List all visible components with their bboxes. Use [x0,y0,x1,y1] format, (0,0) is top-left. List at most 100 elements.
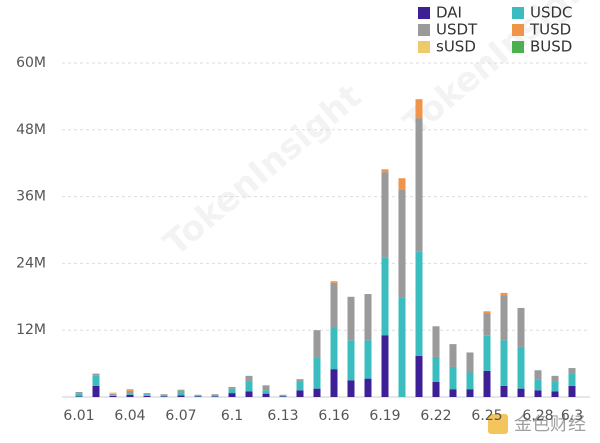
bar-segment [296,390,304,397]
legend-swatch [512,24,524,36]
bar-segment [330,327,338,370]
y-tick-label: 60M [16,55,46,71]
bar-segment [228,386,236,389]
bar-segment [534,379,542,391]
bar-segment [381,172,389,258]
bar-segment [296,379,304,382]
bar-segment [381,257,389,336]
legend-label: USDT [436,21,478,39]
bar-segment [568,385,576,397]
bar-segment [551,381,559,392]
bar-segment [160,394,168,396]
bar-segment [245,381,253,392]
bar-segment [313,330,321,359]
bar-segment [160,396,168,397]
bar-segment [364,378,372,397]
bar-segment [109,395,117,396]
bar-segment [177,395,185,397]
bar-segment [483,311,491,314]
bar-segment [500,340,508,386]
bar-segment [228,388,236,394]
bar-segment [330,369,338,397]
bar-segment [551,375,559,382]
bar-segment [75,396,83,397]
bar-segment [126,389,134,391]
bar-segment [534,370,542,380]
bar-segment [160,395,168,397]
bar-segment [92,385,100,397]
bar-segment [483,335,491,371]
x-tick-label: 6.3 [561,408,583,424]
bar-segment [568,373,576,386]
bar-segment [143,394,151,396]
bar-segment [313,358,321,389]
legend: DAI USDC USDT TUSD sUSD BUSD [418,4,573,56]
legend-swatch [418,7,430,19]
bar-segment [364,294,372,341]
bar-segment [92,373,100,376]
bar-segment [432,326,440,357]
x-tick-label: 6.16 [318,408,349,424]
bar-segment [211,394,219,396]
legend-label: sUSD [436,38,476,56]
bar-segment [551,391,559,397]
source-text: 金色财经 [514,414,586,435]
bar-segment [279,395,287,397]
bar-segment [177,389,185,391]
y-tick-label: 36M [16,189,46,205]
bar-segment [245,375,253,382]
legend-label: TUSD [529,21,571,39]
bar-segment [347,296,355,341]
bar-segment [75,393,83,397]
bar-segment [415,118,423,252]
bar-segment [398,189,406,298]
x-tick-label: 6.19 [369,408,400,424]
x-tick-label: 6.1 [221,408,243,424]
bar-segment [262,385,270,391]
bar-segment [415,99,423,119]
bar-segment [347,380,355,397]
y-tick-label: 24M [16,255,46,271]
bar-segment [517,307,525,347]
bar-segment [449,344,457,367]
bar-segment [211,395,219,397]
bar-segment [75,391,83,394]
bar-segment [483,370,491,397]
bar-segment [109,395,117,397]
bar-segment [296,381,304,391]
x-tick-label: 6.22 [420,408,451,424]
legend-swatch [512,41,524,53]
bar-segment [211,396,219,397]
bar-segment [313,388,321,397]
legend-swatch [418,24,430,36]
legend-label: USDC [530,4,573,22]
bar-segment [330,282,338,328]
bar-segment [364,340,372,379]
x-tick-label: 6.01 [63,408,94,424]
y-tick-label: 48M [16,122,46,138]
bar-segment [381,169,389,173]
bar-segment [466,389,474,397]
bar-segment [568,368,576,374]
bar-segment [279,394,287,396]
bar-segment [330,281,338,283]
legend-swatch [418,41,430,53]
bar-segment [194,394,202,396]
bar-segment [398,297,406,397]
bar-segment [177,392,185,396]
x-tick-label: 6.25 [471,408,502,424]
bar-segment [500,385,508,397]
bar-segment [483,313,491,336]
bar-segment [415,251,423,356]
bar-segment [381,335,389,397]
bar-segment [109,392,117,394]
bar-segment [143,393,151,395]
bar-segment [347,340,355,381]
bar-segment [126,393,134,395]
source-logo [488,414,508,434]
y-tick-label: 12M [16,322,46,338]
bar-segment [466,372,474,390]
x-tick-label: 6.13 [267,408,298,424]
bar-segment [126,394,134,397]
